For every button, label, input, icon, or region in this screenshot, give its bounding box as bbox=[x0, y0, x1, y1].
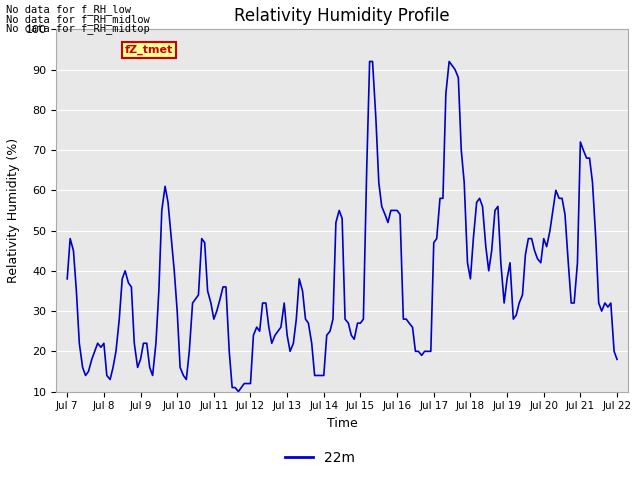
Y-axis label: Relativity Humidity (%): Relativity Humidity (%) bbox=[7, 138, 20, 283]
Text: fZ_tmet: fZ_tmet bbox=[125, 45, 173, 55]
Text: No data for f_RH_low: No data for f_RH_low bbox=[6, 4, 131, 15]
X-axis label: Time: Time bbox=[327, 417, 358, 430]
Text: No data for f_RH_midlow: No data for f_RH_midlow bbox=[6, 13, 150, 24]
Title: Relativity Humidity Profile: Relativity Humidity Profile bbox=[234, 7, 450, 25]
Text: No data for f_RH_midtop: No data for f_RH_midtop bbox=[6, 23, 150, 34]
Legend: 22m: 22m bbox=[280, 445, 360, 471]
